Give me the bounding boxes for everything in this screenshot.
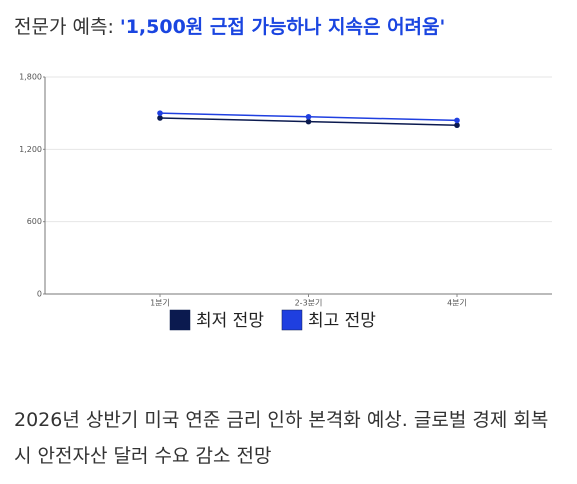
note: 2026년 상반기 미국 연준 금리 인하 본격화 예상. 글로벌 경제 회복 … (14, 409, 549, 467)
legend-label: 최고 전망 (308, 311, 376, 331)
legend-swatch (169, 309, 191, 331)
x-tick-label: 2-3분기 (295, 299, 323, 308)
y-tick-label: 1,800 (19, 73, 42, 82)
x-tick-label: 4분기 (447, 299, 467, 308)
title: 전문가 예측: '1,500원 근접 가능하나 지속은 어려움' (14, 12, 445, 39)
legend-swatch (281, 309, 303, 331)
title-highlight: '1,500원 근접 가능하나 지속은 어려움' (119, 16, 446, 38)
point (305, 113, 312, 120)
y-tick-label: 0 (37, 290, 42, 299)
y-tick-label: 600 (27, 217, 42, 226)
point (157, 115, 163, 121)
y-tick-label: 1,200 (19, 145, 42, 154)
point (157, 110, 163, 116)
point (454, 117, 460, 124)
x-tick-label: 1분기 (150, 299, 170, 308)
title-label: 전문가 예측: (14, 16, 114, 38)
legend-label: 최저 전망 (196, 311, 264, 331)
point (305, 118, 312, 125)
point (454, 122, 460, 129)
